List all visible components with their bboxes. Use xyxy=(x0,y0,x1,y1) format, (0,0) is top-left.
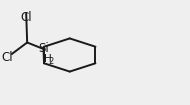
Text: H: H xyxy=(44,54,51,64)
Text: Cl: Cl xyxy=(1,51,13,64)
Text: 2: 2 xyxy=(49,57,54,66)
Text: Cl: Cl xyxy=(20,10,32,24)
Text: Si: Si xyxy=(38,43,49,56)
